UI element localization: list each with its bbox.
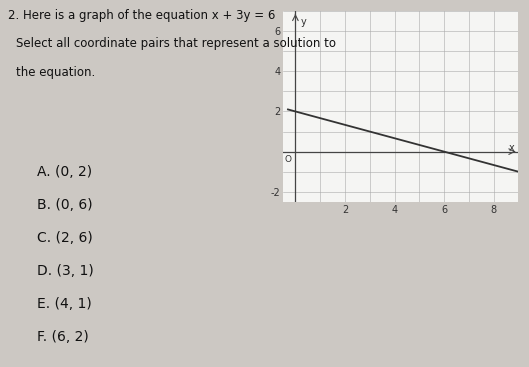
Text: A. (0, 2): A. (0, 2) — [37, 165, 92, 179]
Text: B. (0, 6): B. (0, 6) — [37, 198, 93, 212]
Text: Select all coordinate pairs that represent a solution to: Select all coordinate pairs that represe… — [16, 37, 336, 50]
Text: C. (2, 6): C. (2, 6) — [37, 231, 93, 245]
Text: the equation.: the equation. — [16, 66, 95, 79]
Text: D. (3, 1): D. (3, 1) — [37, 264, 94, 278]
Text: E. (4, 1): E. (4, 1) — [37, 297, 92, 311]
Text: O: O — [285, 155, 291, 164]
Text: 2. Here is a graph of the equation x + 3y = 6: 2. Here is a graph of the equation x + 3… — [8, 9, 275, 22]
Text: x: x — [508, 143, 514, 153]
Text: y: y — [300, 17, 306, 27]
Text: F. (6, 2): F. (6, 2) — [37, 330, 89, 344]
